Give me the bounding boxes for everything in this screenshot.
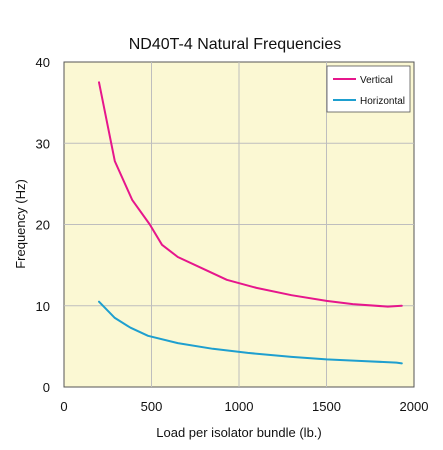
series-lines bbox=[98, 81, 403, 365]
y-tick-label: 0 bbox=[43, 380, 50, 395]
x-tick-label: 2000 bbox=[400, 399, 429, 414]
series-line-horizontal bbox=[98, 300, 403, 365]
tick-labels: 0 500 1000 1500 2000 0 10 20 30 40 bbox=[36, 55, 429, 414]
x-axis-label: Load per isolator bundle (lb.) bbox=[156, 425, 322, 440]
legend-label-horizontal: Horizontal bbox=[360, 96, 405, 107]
y-tick-label: 20 bbox=[36, 218, 50, 233]
x-tick-label: 0 bbox=[60, 399, 67, 414]
grid bbox=[64, 62, 414, 387]
legend-box bbox=[326, 65, 411, 113]
series-line-vertical bbox=[98, 81, 403, 308]
x-tick-label: 1500 bbox=[312, 399, 341, 414]
legend-label-vertical: Vertical bbox=[360, 75, 393, 86]
y-axis-label: Frequency (Hz) bbox=[13, 179, 28, 269]
y-tick-label: 10 bbox=[36, 299, 50, 314]
legend: Vertical Horizontal bbox=[326, 65, 411, 113]
y-tick-label: 30 bbox=[36, 136, 50, 151]
y-tick-label: 40 bbox=[36, 55, 50, 70]
x-tick-label: 500 bbox=[141, 399, 163, 414]
x-tick-label: 1000 bbox=[225, 399, 254, 414]
chart-title: ND40T-4 Natural Frequencies bbox=[129, 36, 342, 53]
